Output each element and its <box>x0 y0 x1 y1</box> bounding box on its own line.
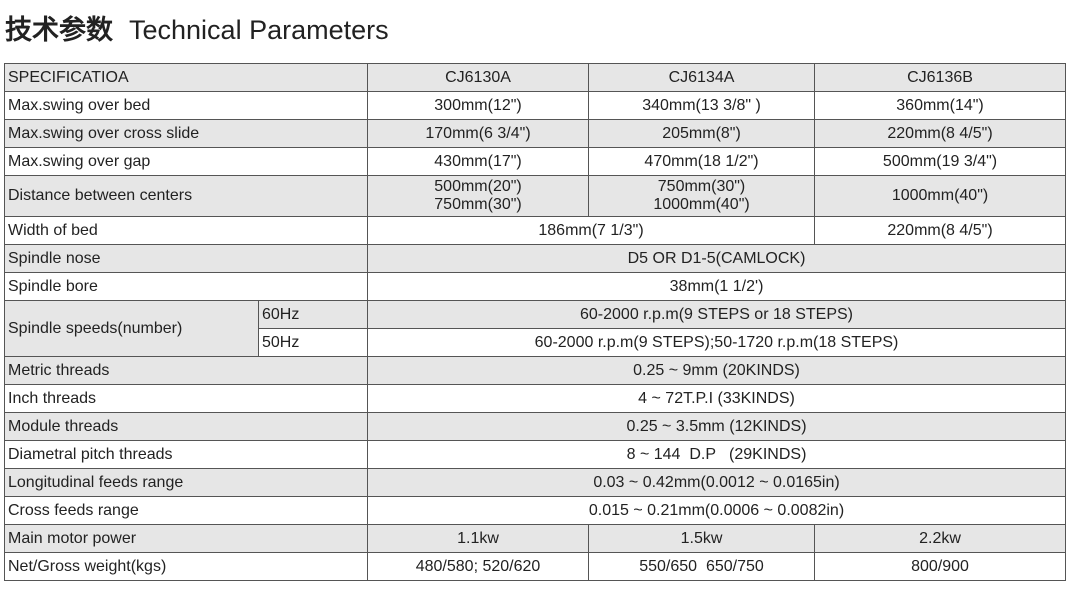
cell: 186mm(7 1/3") <box>367 216 816 245</box>
cell: 750mm(30") 1000mm(40") <box>588 175 816 217</box>
cell: 480/580; 520/620 <box>367 552 590 581</box>
cell: 205mm(8") <box>588 119 816 148</box>
table-row: Inch threads 4 ~ 72T.P.I (33KINDS) <box>3 384 1067 413</box>
cell-line: 750mm(30") <box>657 178 746 195</box>
cell: 0.25 ~ 9mm (20KINDS) <box>367 356 1067 385</box>
frequency-label: 50Hz <box>257 328 369 357</box>
cell: 550/650 650/750 <box>588 552 816 581</box>
title-english: Technical Parameters <box>129 15 389 45</box>
cell: 300mm(12") <box>367 91 590 120</box>
cell: 60-2000 r.p.m(9 STEPS);50-1720 r.p.m(18 … <box>367 328 1067 357</box>
table-row: Spindle speeds(number) 60Hz 60-2000 r.p.… <box>4 300 1067 357</box>
cell: 360mm(14") <box>814 91 1067 120</box>
cell-line: 750mm(30") <box>434 196 522 213</box>
table-row: Max.swing over bed 300mm(12") 340mm(13 3… <box>3 91 1067 120</box>
spec-header: SPECIFICATIOA <box>3 63 369 92</box>
table-row: Width of bed 186mm(7 1/3") 220mm(8 4/5") <box>3 216 1067 245</box>
cell: 1.1kw <box>367 524 590 553</box>
cell: 4 ~ 72T.P.I (33KINDS) <box>367 384 1067 413</box>
cell: 800/900 <box>814 552 1067 581</box>
cell: 500mm(19 3/4") <box>814 147 1067 176</box>
row-label: Max.swing over bed <box>3 91 369 120</box>
model-header: CJ6136B <box>814 63 1067 92</box>
row-label: Net/Gross weight(kgs) <box>3 552 369 581</box>
row-label: Spindle bore <box>3 272 369 301</box>
table-row: Longitudinal feeds range 0.03 ~ 0.42mm(0… <box>3 468 1067 497</box>
cell: 1000mm(40") <box>814 175 1067 217</box>
cell: 60-2000 r.p.m(9 STEPS or 18 STEPS) <box>367 300 1067 329</box>
cell: 0.015 ~ 0.21mm(0.0006 ~ 0.0082in) <box>367 496 1067 525</box>
cell-line: 1000mm(40") <box>653 196 750 213</box>
cell: 170mm(6 3/4") <box>367 119 590 148</box>
row-label: Main motor power <box>3 524 369 553</box>
cell: 1.5kw <box>588 524 816 553</box>
table-row: Max.swing over cross slide 170mm(6 3/4")… <box>3 119 1067 148</box>
table-row: Diametral pitch threads 8 ~ 144 D.P (29K… <box>3 440 1067 469</box>
table-row: Spindle nose D5 OR D1-5(CAMLOCK) <box>3 244 1067 273</box>
cell: 430mm(17") <box>367 147 590 176</box>
model-header: CJ6134A <box>588 63 816 92</box>
row-label: Distance between centers <box>3 175 369 217</box>
cell: 340mm(13 3/8" ) <box>588 91 816 120</box>
row-label: Module threads <box>3 412 369 441</box>
table-row: Main motor power 1.1kw 1.5kw 2.2kw <box>3 524 1067 553</box>
row-label: Metric threads <box>3 356 369 385</box>
table-row: Max.swing over gap 430mm(17") 470mm(18 1… <box>3 147 1067 176</box>
technical-parameters-table: SPECIFICATIOA CJ6130A CJ6134A CJ6136B Ma… <box>3 63 1067 581</box>
cell: 220mm(8 4/5") <box>814 216 1067 245</box>
table-row: Net/Gross weight(kgs) 480/580; 520/620 5… <box>3 552 1067 581</box>
table-row: Distance between centers 500mm(20") 750mm… <box>3 175 1067 217</box>
page-title: 技术参数 Technical Parameters <box>5 12 389 49</box>
cell: 500mm(20") 750mm(30") <box>367 175 590 217</box>
frequency-label: 60Hz <box>257 300 369 329</box>
title-chinese: 技术参数 <box>5 15 113 46</box>
table-row: Metric threads 0.25 ~ 9mm (20KINDS) <box>3 356 1067 385</box>
row-label: Cross feeds range <box>3 496 369 525</box>
row-label: Spindle nose <box>3 244 369 273</box>
cell: D5 OR D1-5(CAMLOCK) <box>367 244 1067 273</box>
cell: 0.03 ~ 0.42mm(0.0012 ~ 0.0165in) <box>367 468 1067 497</box>
header-row: SPECIFICATIOA CJ6130A CJ6134A CJ6136B <box>3 63 1067 92</box>
table-row: Spindle bore 38mm(1 1/2') <box>3 272 1067 301</box>
row-label: Inch threads <box>3 384 369 413</box>
cell: 8 ~ 144 D.P (29KINDS) <box>367 440 1067 469</box>
table-row: 50Hz 60-2000 r.p.m(9 STEPS);50-1720 r.p.… <box>5 328 1067 357</box>
cell-line: 500mm(20") <box>434 178 522 195</box>
row-label: Width of bed <box>3 216 369 245</box>
cell: 0.25 ~ 3.5mm (12KINDS) <box>367 412 1067 441</box>
row-label: Diametral pitch threads <box>3 440 369 469</box>
cell: 470mm(18 1/2") <box>588 147 816 176</box>
row-label: Max.swing over cross slide <box>3 119 369 148</box>
row-label: Spindle speeds(number) <box>4 300 259 357</box>
cell: 2.2kw <box>814 524 1067 553</box>
model-header: CJ6130A <box>367 63 590 92</box>
cell: 220mm(8 4/5") <box>814 119 1067 148</box>
table-row: Module threads 0.25 ~ 3.5mm (12KINDS) <box>3 412 1067 441</box>
cell: 38mm(1 1/2') <box>367 272 1067 301</box>
row-label: Longitudinal feeds range <box>3 468 369 497</box>
row-label: Max.swing over gap <box>3 147 369 176</box>
table-row: Cross feeds range 0.015 ~ 0.21mm(0.0006 … <box>3 496 1067 525</box>
